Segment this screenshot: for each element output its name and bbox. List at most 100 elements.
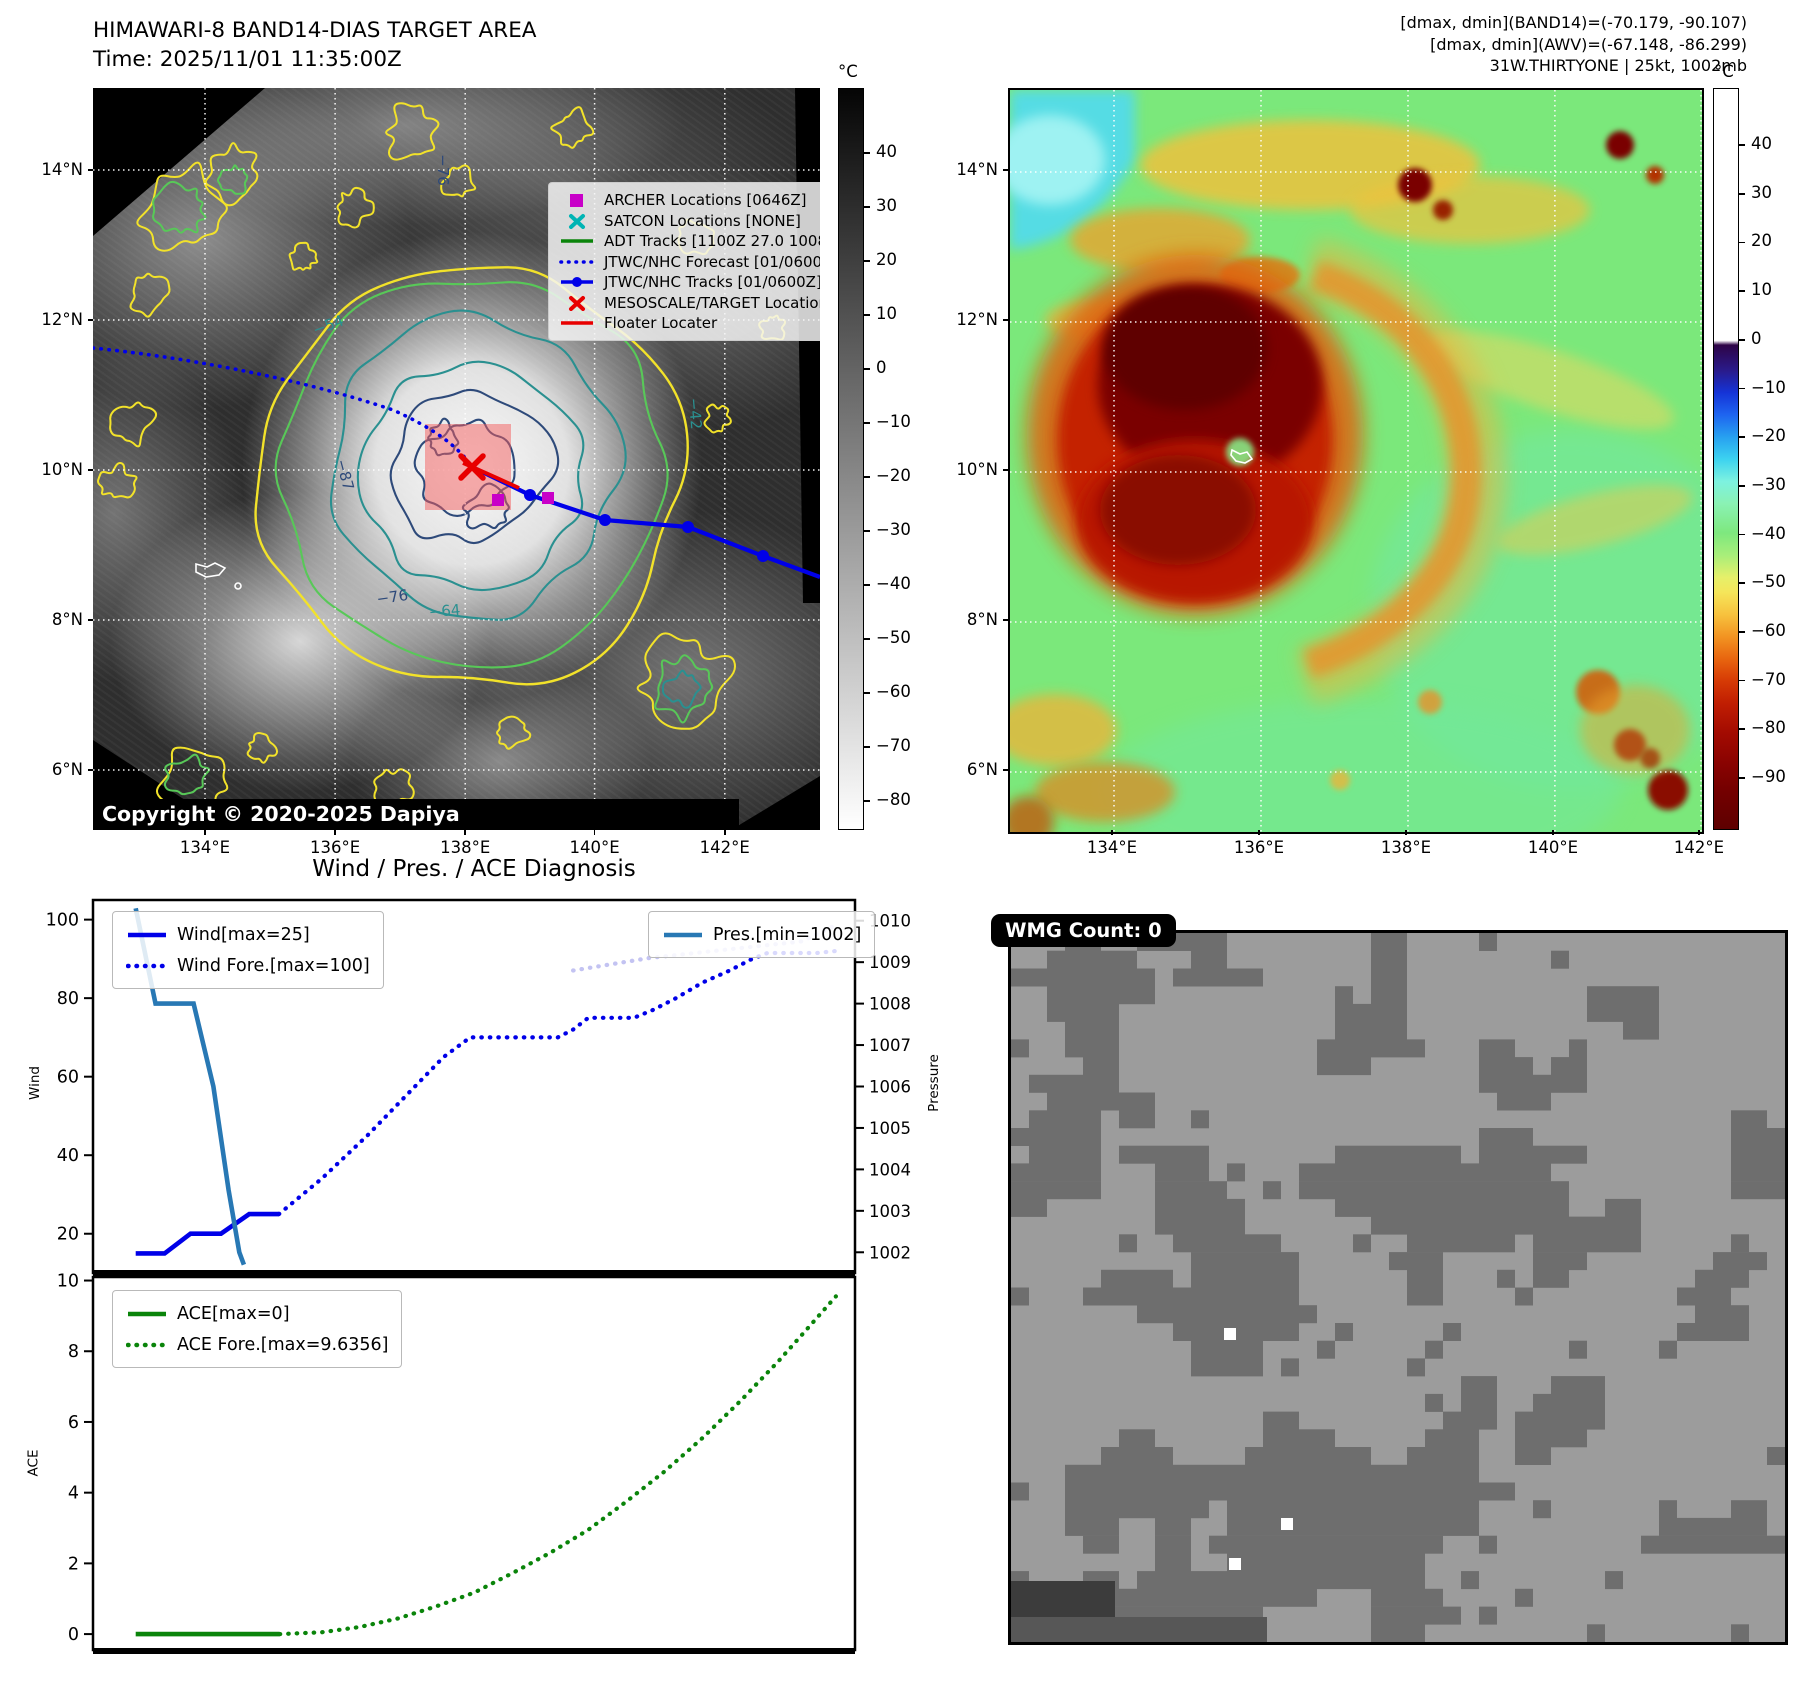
- awv-x-tick: 140°E: [1527, 838, 1579, 857]
- y-tick: 4: [68, 1484, 79, 1504]
- band14-colorbar-tick: 40: [876, 142, 897, 162]
- legend-item: ACE[max=0]: [126, 1298, 388, 1329]
- band14-y-tickmark: [88, 769, 93, 771]
- awv-colorbar-tick: 20: [1751, 231, 1772, 251]
- legend-item: Floater Locater: [559, 313, 820, 334]
- awv-colorbar-tick: −60: [1751, 620, 1786, 640]
- band14-colorbar-tickmark: [864, 745, 870, 748]
- awv-x-tickmark: [1552, 830, 1554, 835]
- y2-tick: 1009: [869, 953, 911, 972]
- y-tick: 0: [68, 1625, 79, 1645]
- awv-colorbar-tick: −20: [1751, 426, 1786, 446]
- y-tick: 60: [57, 1068, 79, 1088]
- wmg-grid-panel: [1008, 930, 1788, 1645]
- y2-tick: 1002: [869, 1243, 911, 1262]
- legend-item: ARCHER Locations [0646Z]: [559, 190, 820, 211]
- band14-colorbar-tickmark: [864, 476, 870, 478]
- band14-colorbar-tick: 20: [876, 250, 897, 270]
- band14-colorbar-tick: −10: [876, 412, 911, 431]
- awv-colorbar-tickmark: [1739, 533, 1745, 536]
- legend-item: JTWC/NHC Tracks [01/0600Z]: [559, 272, 820, 293]
- diagnosis-title: Wind / Pres. / ACE Diagnosis: [312, 856, 636, 882]
- awv-x-tickmark: [1258, 830, 1260, 835]
- y-tick: 6: [68, 1413, 79, 1433]
- awv-colorbar-tickmark: [1739, 241, 1745, 244]
- band14-colorbar-tick: 0: [876, 358, 887, 378]
- solid-line-legend-icon: [664, 932, 702, 937]
- pressure-axis-label: Pressure: [925, 1054, 942, 1112]
- band14-colorbar-tickmark: [864, 799, 870, 802]
- latlon-grid: [1010, 90, 1702, 832]
- legend-item-label: ARCHER Locations [0646Z]: [604, 191, 807, 210]
- band14-colorbar-tick: −80: [876, 789, 911, 809]
- awv-colorbar-tick: −10: [1751, 377, 1786, 397]
- awv-y-tickmark: [1003, 769, 1008, 771]
- legend-item-label: ADT Tracks [1100Z 27.0 1008.0]: [604, 232, 820, 251]
- awv-colorbar-tickmark: [1739, 436, 1745, 439]
- awv-y-tickmark: [1003, 319, 1008, 321]
- awv-colorbar-tickmark: [1739, 192, 1745, 195]
- band14-colorbar-tick: −70: [876, 735, 911, 755]
- legend-item: ADT Tracks [1100Z 27.0 1008.0]: [559, 231, 820, 252]
- solid-legend-icon: [561, 239, 593, 244]
- band14-colorbar-tickmark: [864, 422, 870, 424]
- awv-colorbar-tick: −80: [1751, 718, 1786, 738]
- awv-colorbar-tickmark: [1739, 728, 1745, 731]
- series-ace-fore-max-9-6356-: [277, 1294, 838, 1637]
- y-tick: 80: [57, 989, 79, 1009]
- legend-item: ACE Fore.[max=9.6356]: [126, 1329, 388, 1360]
- legend-item-label: JTWC/NHC Tracks [01/0600Z]: [604, 273, 820, 292]
- band14-x-tickmark: [204, 830, 206, 835]
- series-wind-fore-max-100-: [276, 948, 838, 1217]
- band14-colorbar-tickmark: [864, 368, 870, 370]
- legend-item-label: ACE[max=0]: [177, 1303, 290, 1324]
- square-legend-icon: [570, 194, 583, 208]
- island-outline: [1230, 448, 1254, 464]
- solid-line-legend-icon: [128, 932, 166, 937]
- band14-colorbar-tickmark: [864, 152, 870, 155]
- awv-color-field: [1010, 90, 1702, 832]
- awv-colorbar-tick: −40: [1751, 523, 1786, 543]
- awv-y-tick: 6°N: [966, 759, 998, 779]
- awv-colorbar-unit: °C: [1714, 62, 1734, 81]
- legend-item: Wind Fore.[max=100]: [126, 950, 370, 981]
- awv-x-tick: 134°E: [1086, 838, 1138, 857]
- band14-colorbar-tickmark: [864, 691, 870, 694]
- band14-y-tickmark: [88, 169, 93, 171]
- band14-title: HIMAWARI-8 BAND14-DIAS TARGET AREA Time:…: [93, 16, 537, 74]
- y-tick: 20: [57, 1225, 79, 1245]
- storm-id-intensity: 31W.THIRTYONE | 25kt, 1002mb: [1489, 56, 1747, 75]
- band14-time-line: Time: 2025/11/01 11:35:00Z: [93, 47, 402, 72]
- island-outline: [195, 562, 242, 590]
- band14-colorbar-tick: −50: [876, 627, 911, 647]
- band14-colorbar: [838, 88, 864, 830]
- y2-tick: 1008: [869, 995, 911, 1014]
- legend-item: Pres.[min=1002]: [662, 919, 861, 950]
- awv-colorbar-tickmark: [1739, 338, 1745, 341]
- storm-info-header: [dmax, dmin](BAND14)=(-70.179, -90.107) …: [1400, 12, 1747, 77]
- awv-colorbar-tickmark: [1739, 777, 1745, 779]
- band14-x-tick: 142°E: [699, 838, 750, 857]
- band14-x-tick: 140°E: [569, 838, 620, 857]
- jtwc-track-points: [524, 489, 769, 562]
- swath-edge-wedge: [93, 88, 265, 236]
- ace-legend: ACE[max=0] ACE Fore.[max=9.6356]: [112, 1290, 403, 1368]
- legend-item: Wind[max=25]: [126, 919, 370, 950]
- awv-x-tickmark: [1111, 830, 1113, 835]
- legend-item-label: Floater Locater: [604, 314, 718, 333]
- contour-label: −42: [685, 397, 706, 430]
- awv-y-tick: 10°N: [956, 459, 998, 479]
- band14-y-tickmark: [88, 619, 93, 621]
- jtwc-track-line: [471, 465, 820, 579]
- band14-colorbar-tickmark: [864, 314, 870, 317]
- legend-item: SATCON Locations [NONE]: [559, 211, 820, 232]
- awv-x-tick: 138°E: [1380, 838, 1432, 857]
- contour-label: −76: [434, 154, 452, 186]
- y-tick: 2: [68, 1554, 79, 1574]
- legend-item: MESOSCALE/TARGET Location: [559, 293, 820, 314]
- awv-x-tick: 136°E: [1233, 838, 1285, 857]
- awv-colorbar-tickmark: [1739, 630, 1745, 633]
- legend-item-label: ACE Fore.[max=9.6356]: [177, 1334, 389, 1355]
- awv-y-tickmark: [1003, 619, 1008, 621]
